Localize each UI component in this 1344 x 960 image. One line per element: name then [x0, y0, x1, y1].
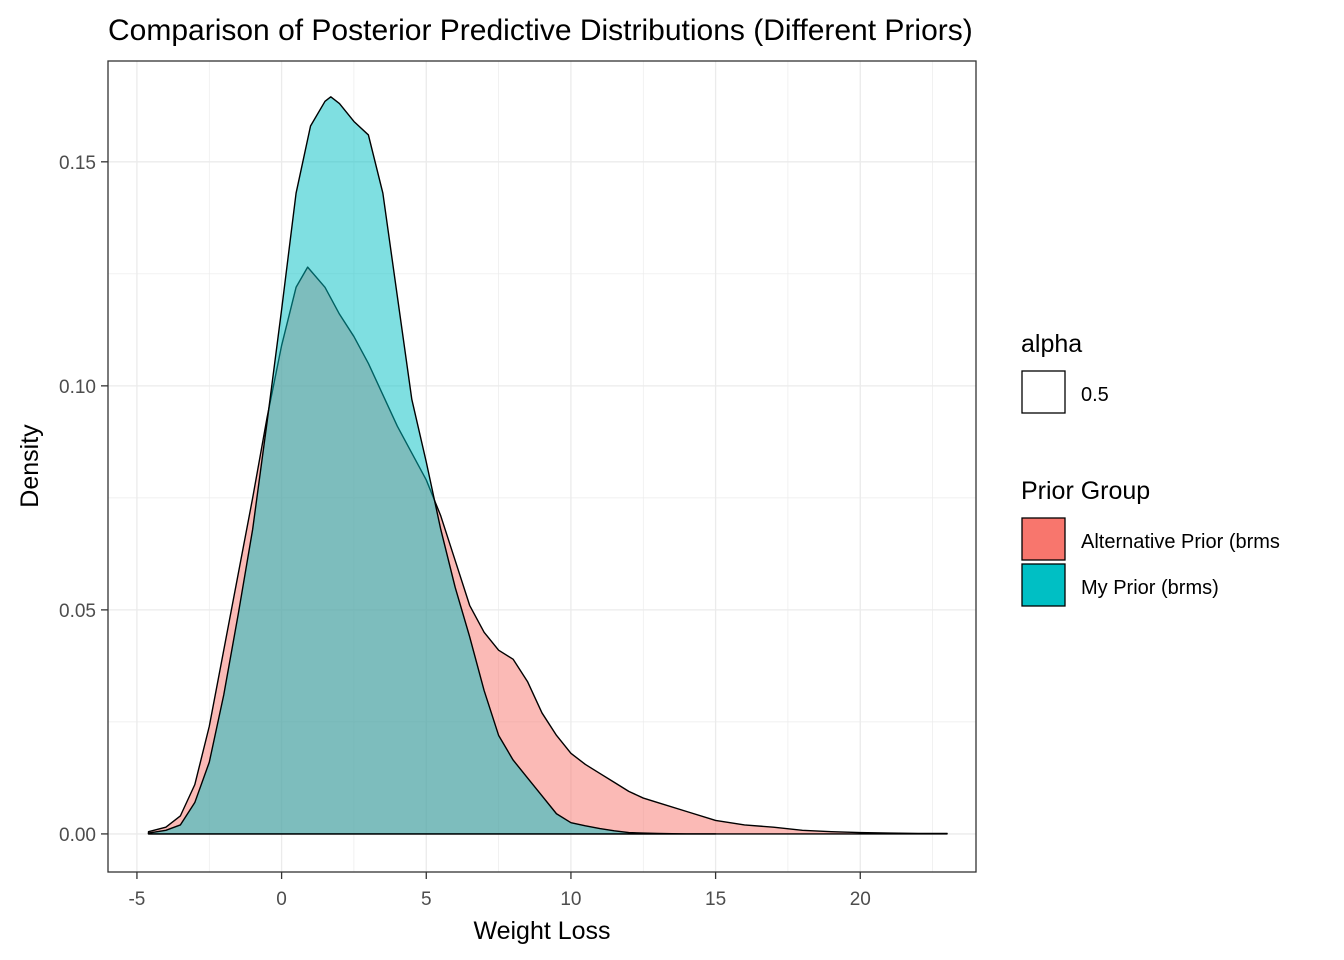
x-tick-label: 5: [421, 889, 432, 910]
density-areas: [147, 96, 948, 835]
legend-prior-group: Prior Group Alternative Prior (brms My P…: [1021, 477, 1280, 607]
legend-label-my-prior: My Prior (brms): [1081, 577, 1219, 599]
panel-border: [107, 60, 977, 873]
x-tick-label: -5: [128, 889, 145, 910]
legend-key-my-prior: [1021, 563, 1066, 607]
y-tick-label: 0.05: [59, 601, 96, 622]
y-tick-label: 0.10: [59, 377, 96, 398]
legend-alpha: alpha 0.5: [1021, 330, 1109, 414]
y-tick-label: 0.00: [59, 825, 96, 846]
legend-prior-group-title: Prior Group: [1021, 477, 1150, 505]
x-axis-title: Weight Loss: [473, 917, 610, 945]
x-tick-label: 10: [560, 889, 581, 910]
y-axis-title: Density: [16, 424, 44, 508]
legend-alpha-key: [1021, 370, 1066, 414]
legend-key-alternative-prior: [1021, 517, 1066, 561]
x-tick-label: 0: [276, 889, 287, 910]
legend-alpha-label: 0.5: [1081, 384, 1109, 406]
legend-label-alternative-prior: Alternative Prior (brms: [1081, 531, 1280, 553]
chart-title: Comparison of Posterior Predictive Distr…: [108, 14, 973, 47]
y-axis: 0.00 0.05 0.10 0.15: [59, 153, 108, 846]
legend-alpha-title: alpha: [1021, 330, 1082, 358]
plot-panel: [107, 60, 977, 873]
x-axis: -5 0 5 10 15 20: [128, 872, 871, 910]
x-tick-label: 15: [705, 889, 726, 910]
y-tick-label: 0.15: [59, 153, 96, 174]
density-area-my-prior: [147, 96, 717, 835]
x-tick-label: 20: [850, 889, 871, 910]
